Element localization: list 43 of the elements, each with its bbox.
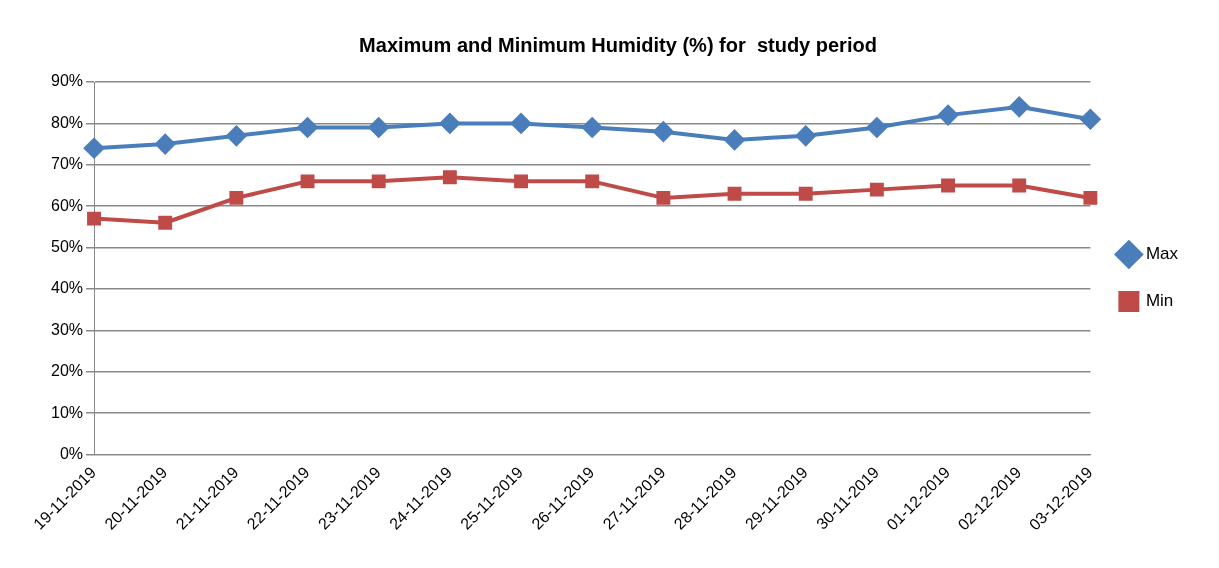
point [1083, 190, 1098, 205]
point [1080, 109, 1101, 130]
point [727, 186, 742, 201]
point [866, 117, 887, 138]
point [941, 178, 955, 193]
point [439, 113, 460, 134]
point [84, 138, 105, 159]
y-tick-label: 60% [50, 196, 84, 214]
y-tick-label: 50% [50, 237, 84, 255]
point [653, 121, 674, 142]
point [87, 211, 101, 226]
point [656, 190, 671, 205]
point [297, 117, 318, 138]
point [514, 174, 528, 189]
y-tick-label: 40% [50, 279, 84, 297]
y-tick-label: 70% [50, 155, 84, 173]
legend-label: Max [1145, 244, 1179, 264]
chart-title: Maximum and Minimum Humidity (%) for study period [359, 33, 877, 56]
point [582, 117, 603, 138]
point [585, 174, 600, 189]
legend-label: Min [1145, 291, 1174, 311]
point [368, 117, 389, 138]
point [938, 105, 959, 126]
point [1009, 96, 1030, 117]
point [724, 129, 745, 150]
point [371, 174, 386, 189]
point [798, 186, 813, 201]
y-tick-label: 30% [50, 320, 84, 338]
y-tick-label: 20% [50, 362, 84, 380]
y-tick-label: 80% [50, 113, 84, 131]
point [869, 182, 884, 197]
y-tick-label: 0% [59, 444, 84, 462]
point [442, 170, 457, 185]
y-tick-label: 10% [50, 403, 84, 421]
point [226, 125, 247, 146]
point [511, 113, 532, 134]
point [795, 125, 816, 146]
point [155, 134, 176, 155]
point [158, 215, 173, 230]
point [300, 174, 315, 189]
point [1012, 178, 1027, 193]
point [229, 190, 244, 205]
y-tick-label: 90% [50, 72, 84, 90]
